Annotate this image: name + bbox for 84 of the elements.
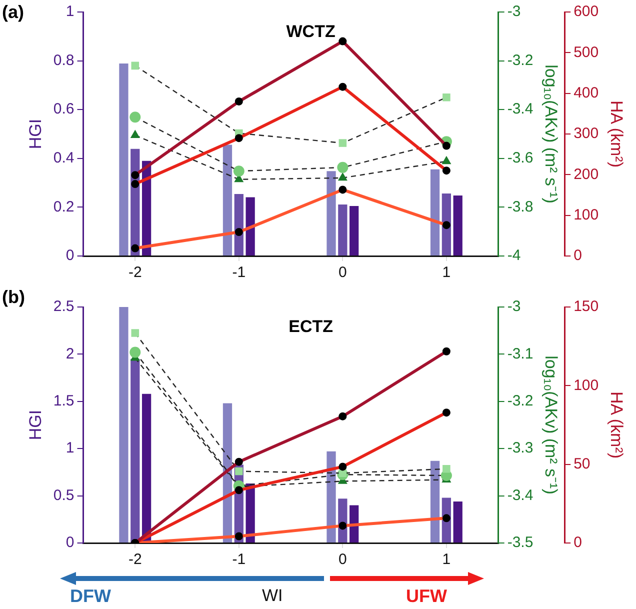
bar bbox=[246, 197, 255, 256]
bar bbox=[338, 204, 348, 256]
x-tick-label: 0 bbox=[338, 551, 347, 568]
bar bbox=[142, 394, 152, 542]
bar bbox=[430, 169, 440, 256]
text: (a) bbox=[2, 2, 24, 22]
y2-tick-label: -3.2 bbox=[507, 392, 534, 410]
bar bbox=[119, 63, 128, 256]
bar bbox=[430, 460, 440, 542]
y3-tick-label: 400 bbox=[574, 84, 599, 102]
bar bbox=[222, 144, 232, 256]
y3-tick-label: 150 bbox=[574, 298, 599, 316]
y-tick-label: 0.8 bbox=[53, 52, 74, 69]
point bbox=[233, 166, 244, 177]
y3-tick-label: 50 bbox=[574, 455, 590, 472]
y-tick-label: 0.4 bbox=[53, 150, 74, 167]
bar bbox=[442, 194, 452, 256]
y-tick-label: 1.5 bbox=[53, 392, 74, 410]
y2-tick-label: -3.8 bbox=[507, 198, 534, 216]
bar bbox=[350, 206, 359, 256]
text: UFW bbox=[406, 586, 447, 607]
y3-tick-label: 300 bbox=[574, 125, 599, 142]
bar bbox=[119, 307, 128, 542]
point bbox=[338, 139, 347, 147]
bar bbox=[326, 171, 336, 256]
y3-tick-label: 600 bbox=[574, 3, 599, 20]
text: DFW bbox=[70, 586, 111, 607]
y3-axis-title: HA (km²) bbox=[607, 100, 626, 168]
text: WCTZ bbox=[286, 22, 336, 42]
y3-tick-label: 0 bbox=[574, 247, 582, 264]
y2-tick-label: -3 bbox=[507, 3, 521, 20]
y3-tick-label: 100 bbox=[574, 376, 599, 394]
y2-tick-label: -3.6 bbox=[507, 150, 534, 167]
x-tick-label: -2 bbox=[128, 264, 142, 282]
point bbox=[131, 329, 140, 337]
x-tick-label: -2 bbox=[128, 551, 142, 568]
y-axis-title: HGI bbox=[26, 118, 45, 150]
y-tick-label: 1 bbox=[66, 3, 74, 20]
x-tick-label: 1 bbox=[442, 551, 451, 568]
y-tick-label: 2.5 bbox=[53, 298, 74, 316]
y-tick-label: 0.5 bbox=[53, 486, 74, 504]
y-tick-label: 0.6 bbox=[53, 100, 74, 118]
point bbox=[235, 467, 243, 476]
y-tick-label: 0 bbox=[66, 534, 74, 552]
point bbox=[130, 346, 141, 358]
y2-tick-label: -3.1 bbox=[507, 345, 534, 362]
y-tick-label: 1 bbox=[66, 440, 74, 457]
y-tick-label: 2 bbox=[66, 345, 74, 362]
y-tick-label: 0 bbox=[66, 247, 74, 264]
x-tick-label: -1 bbox=[232, 264, 246, 282]
x-tick-label: -1 bbox=[232, 551, 246, 568]
x-axis-title: WI bbox=[262, 586, 283, 606]
y2-tick-label: -3.5 bbox=[507, 534, 534, 552]
y2-axis-title: log₁₀(AKv) (m² s⁻¹) bbox=[542, 64, 561, 204]
y3-tick-label: 500 bbox=[574, 44, 599, 61]
x-tick-label: 1 bbox=[442, 264, 451, 282]
point bbox=[337, 162, 348, 173]
y2-tick-label: -3 bbox=[507, 298, 521, 316]
point bbox=[131, 62, 140, 70]
point bbox=[442, 156, 452, 164]
y-axis-title: HGI bbox=[26, 410, 45, 440]
bar bbox=[130, 358, 140, 542]
bar bbox=[453, 501, 462, 542]
y3-tick-label: 200 bbox=[574, 166, 599, 183]
y-tick-label: 0.2 bbox=[53, 198, 74, 216]
bar bbox=[453, 195, 462, 256]
x-tick-label: 0 bbox=[338, 264, 347, 282]
y2-tick-label: -3.4 bbox=[507, 486, 534, 504]
point bbox=[442, 94, 450, 102]
y3-tick-label: 0 bbox=[574, 534, 582, 552]
y3-tick-label: 100 bbox=[574, 206, 599, 224]
y2-tick-label: -3.2 bbox=[507, 52, 534, 69]
text: (b) bbox=[2, 286, 25, 307]
y2-tick-label: -4 bbox=[507, 247, 521, 264]
bar bbox=[350, 505, 359, 542]
point bbox=[130, 112, 141, 123]
y2-tick-label: -3.3 bbox=[507, 440, 534, 457]
point bbox=[442, 465, 450, 473]
point bbox=[130, 130, 140, 138]
point bbox=[338, 172, 348, 181]
y2-axis-title: log₁₀(AKv) (m² s⁻¹) bbox=[542, 356, 561, 494]
text: ECTZ bbox=[288, 317, 333, 336]
y2-tick-label: -3.4 bbox=[507, 100, 534, 118]
y3-axis-title: HA (km²) bbox=[607, 391, 626, 459]
